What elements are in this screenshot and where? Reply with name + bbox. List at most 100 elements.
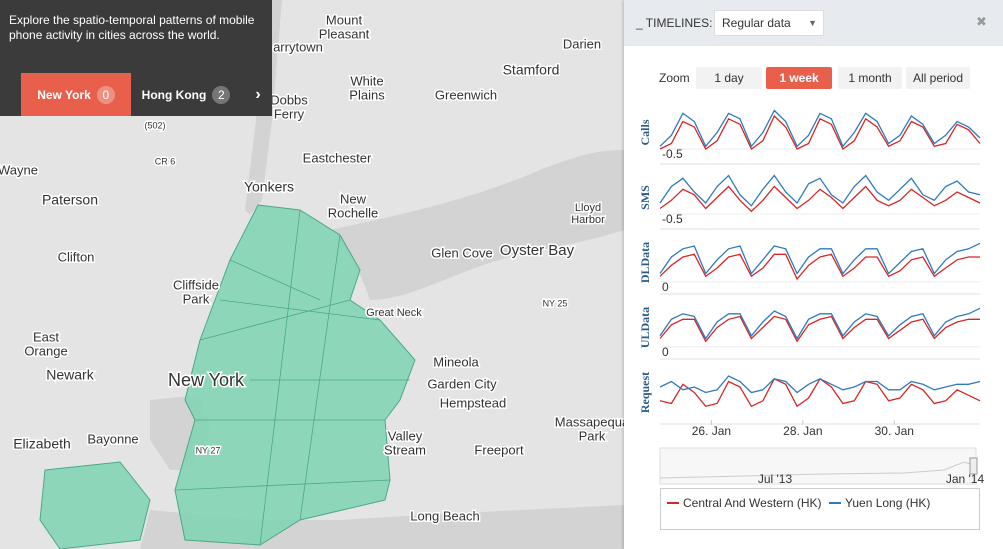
intro-box: Explore the spatio-temporal patterns of … [0,0,272,116]
series-line [659,185,981,213]
series-line [659,315,980,343]
tab-label: Hong Kong [141,87,207,102]
series-line [659,109,981,148]
series-line [659,375,981,394]
place-label: Paterson [42,192,98,208]
legend-item[interactable]: Yuen Long (HK) [829,496,930,510]
intro-text: Explore the spatio-temporal patterns of … [9,13,255,42]
data-select[interactable]: Regular data ▼ [714,10,824,36]
series-line [659,307,981,340]
place-label: NY 25 [543,298,568,308]
place-label: Garden City [427,376,497,391]
legend-item[interactable]: Central And Western (HK) [667,496,822,510]
legend-swatch [829,502,841,504]
navigator[interactable] [659,447,977,485]
place-label: Valley [388,428,423,443]
series-line [659,242,981,275]
series-line [659,174,981,207]
series-line [659,114,981,150]
place-label: Oyster Bay [500,242,575,259]
place-label: Harbor [571,214,605,226]
place-label: Glen Cove [431,245,492,260]
panel-label: DLData [638,242,652,283]
place-label: CR 6 [155,156,176,166]
map-labels: SuffernMountPleasantarrytownDarienStamfo… [0,1,631,525]
place-label: Freeport [474,442,524,457]
zoom-button[interactable]: All period [906,67,970,89]
place-label: Park [579,428,606,443]
staten-island-zones[interactable] [39,461,151,549]
place-label: Darien [563,36,601,51]
panel-header: _ TIMELINES: Regular data ▼ ✖ [624,0,1003,46]
timeline-charts: Calls -0.5 SMS -0.5 DLData 0 ULData 0 Request 26.… [638,109,985,486]
y-tick-label: 0 [662,345,669,359]
place-label: New York [168,370,245,390]
place-label: Mount [326,12,363,27]
place-label: Stream [384,442,426,457]
place-label: Clifton [58,249,95,264]
panel-title: _ TIMELINES: [636,16,713,30]
navigator-handle[interactable] [969,457,978,475]
place-label: Stamford [503,62,560,78]
nyc-zones[interactable] [174,204,416,546]
place-label: NY 27 [196,445,221,455]
place-label: New [340,191,367,206]
y-tick-label: -0.5 [662,212,683,226]
city-tab[interactable]: Hong Kong 2 [131,73,241,116]
zoom-button[interactable]: 1 day [696,67,762,89]
zone-borders [174,209,410,546]
place-label: Mineola [433,354,479,369]
place-label: Hempstead [440,395,506,410]
place-label: Wayne [0,162,38,177]
tab-count: 2 [212,85,231,104]
place-label: Plains [349,87,385,102]
place-label: Massapequa [555,414,630,429]
x-tick-label: 30. Jan [875,424,914,438]
place-label: arrytown [273,39,323,54]
place-label: Newark [46,367,94,383]
select-arrow: ▼ [808,18,817,28]
x-tick-label: 26. Jan [692,424,731,438]
place-label: Cliffside [173,277,219,292]
place-label: Eastchester [303,150,372,165]
tab-count: 0 [96,85,115,104]
place-label: Great Neck [366,307,422,319]
zoom-button[interactable]: 1 week [766,67,832,89]
place-label: Long Beach [410,508,479,523]
legend: Central And Western (HK) Yuen Long (HK) [660,488,980,530]
close-button[interactable]: ✖ [976,14,987,29]
place-label: Park [183,291,210,306]
tab-next[interactable]: › [255,85,261,103]
panel-label: ULData [638,307,652,348]
y-tick-label: -0.5 [662,147,683,161]
place-label: Greenwich [435,87,497,102]
tab-label: New York [37,87,91,102]
zoom-button[interactable]: 1 month [838,67,902,89]
series-line [659,253,980,281]
place-label: Orange [24,343,67,358]
place-label: Dobbs [270,92,308,107]
navigator-series [659,461,977,479]
city-tab[interactable]: New York 0 [21,73,131,116]
place-label: Elizabeth [13,436,71,452]
place-label: Ferry [274,106,305,121]
place-label: White [350,73,383,88]
y-tick-label: 0 [662,280,669,294]
place-label: Rochelle [328,205,379,220]
place-label: Pleasant [319,26,370,41]
place-label: Bayonne [87,431,138,446]
place-label: (502) [144,120,165,130]
legend-swatch [667,502,679,504]
water [330,150,624,300]
panel-label: Calls [638,119,652,145]
data-select-value: Regular data [722,16,791,30]
navigator-label: Jan '14 [946,472,985,486]
x-tick-label: 28. Jan [783,424,822,438]
legend-label: Yuen Long (HK) [845,496,931,510]
place-label: Yonkers [244,179,294,195]
legend-label: Central And Western (HK) [683,496,822,510]
place-label: East [33,329,59,344]
panel-label: SMS [638,185,652,210]
